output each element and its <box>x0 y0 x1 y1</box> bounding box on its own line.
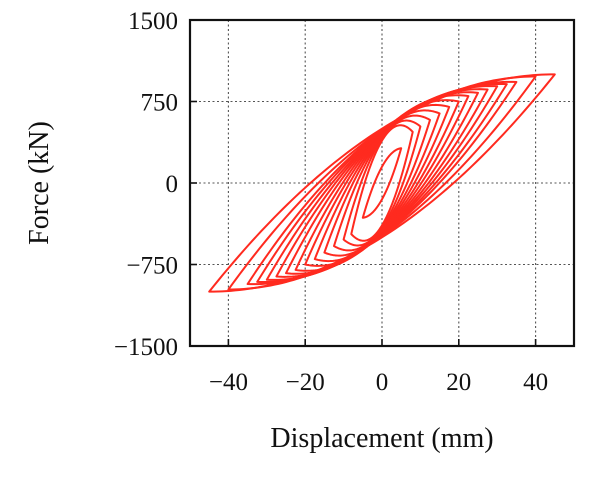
axis-ticks <box>190 19 537 347</box>
x-tick-labels: −40 −20 0 20 40 <box>209 369 548 396</box>
y-tick-label: 750 <box>141 90 179 117</box>
x-tick-label: 0 <box>376 369 389 396</box>
x-tick-label: 20 <box>446 369 471 396</box>
y-tick-label: 1500 <box>128 8 178 35</box>
y-tick-label: 0 <box>166 171 179 198</box>
y-tick-label: −1500 <box>114 334 178 361</box>
series-hysteresis-loops <box>208 73 556 293</box>
x-tick-label: 40 <box>523 369 548 396</box>
x-tick-label: −40 <box>209 369 248 396</box>
hysteresis-loop <box>361 147 403 219</box>
y-tick-labels: −1500 −750 0 750 1500 <box>114 8 178 361</box>
y-tick-label: −750 <box>126 253 178 280</box>
hysteresis-loop <box>350 124 414 242</box>
hysteresis-loop <box>208 73 556 293</box>
x-tick-label: −20 <box>286 369 325 396</box>
x-axis-label: Displacement (mm) <box>270 423 493 454</box>
y-axis-label: Force (kN) <box>24 121 55 245</box>
